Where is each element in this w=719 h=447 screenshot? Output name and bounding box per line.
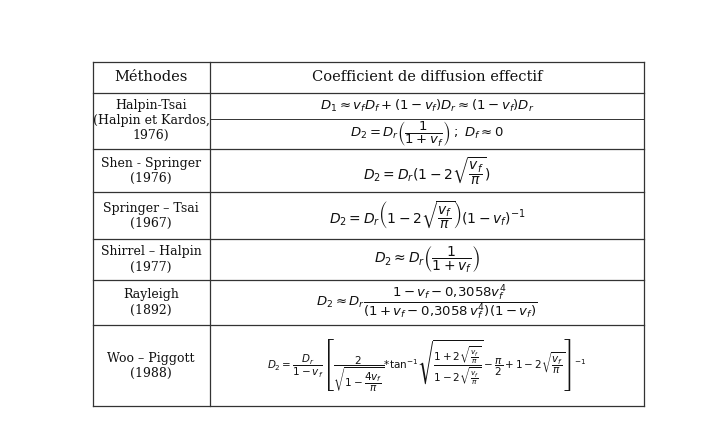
- Text: Woo – Piggott
(1988): Woo – Piggott (1988): [107, 352, 195, 380]
- Text: $D_2 \approx D_r\left(\dfrac{1}{1 + v_f}\right)$: $D_2 \approx D_r\left(\dfrac{1}{1 + v_f}…: [374, 244, 480, 275]
- Text: $D_2 = D_r(1 - 2\sqrt{\dfrac{v_f}{\pi}})$: $D_2 = D_r(1 - 2\sqrt{\dfrac{v_f}{\pi}})…: [363, 155, 491, 186]
- Text: $D_1 \approx v_fD_f + (1 - v_f)D_r \approx (1-v_f)D_r$: $D_1 \approx v_fD_f + (1 - v_f)D_r \appr…: [320, 97, 534, 114]
- Text: $D_2 = D_r\left(\dfrac{1}{1+v_f}\right)\; ;\; D_f\approx 0$: $D_2 = D_r\left(\dfrac{1}{1+v_f}\right)\…: [350, 119, 504, 148]
- Text: $D_2 = \dfrac{D_r}{1-v_f}\left[\dfrac{2}{\sqrt{1-\dfrac{4v_f}{\pi}}}\!*\!\tan^{-: $D_2 = \dfrac{D_r}{1-v_f}\left[\dfrac{2}…: [267, 337, 587, 394]
- Text: Rayleigh
(1892): Rayleigh (1892): [123, 288, 179, 316]
- Text: Méthodes: Méthodes: [114, 70, 188, 84]
- Text: $D_2 = D_r\left(1 - 2\sqrt{\dfrac{v_f}{\pi}}\right)(1 - v_f)^{-1}$: $D_2 = D_r\left(1 - 2\sqrt{\dfrac{v_f}{\…: [329, 200, 526, 232]
- Text: Springer – Tsai
(1967): Springer – Tsai (1967): [104, 202, 199, 230]
- Text: $D_2 \approx D_r\dfrac{1 - v_f - 0{,}3058v_f^4}{(1 + v_f - 0{,}3058\,v_f^4)(1-v_: $D_2 \approx D_r\dfrac{1 - v_f - 0{,}305…: [316, 283, 538, 322]
- Text: Shen - Springer
(1976): Shen - Springer (1976): [101, 157, 201, 185]
- Text: Shirrel – Halpin
(1977): Shirrel – Halpin (1977): [101, 245, 201, 274]
- Text: Coefficient de diffusion effectif: Coefficient de diffusion effectif: [312, 70, 542, 84]
- Text: Halpin-Tsai
(Halpin et Kardos,
1976): Halpin-Tsai (Halpin et Kardos, 1976): [93, 99, 210, 143]
